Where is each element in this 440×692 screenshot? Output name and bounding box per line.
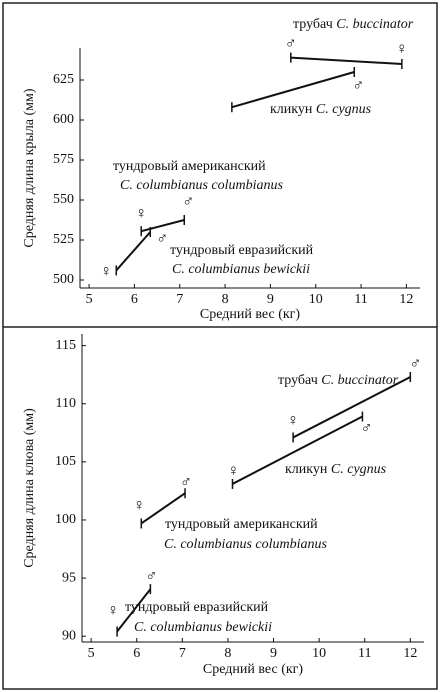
y-tick-label: 95	[62, 570, 76, 585]
sex-symbol: ♀	[107, 602, 119, 619]
y-axis-label: Средняя длина крыла (мм)	[22, 88, 37, 247]
y-tick-label: 550	[53, 192, 74, 207]
series-line	[140, 219, 185, 233]
y-tick-label: 525	[53, 232, 74, 247]
series-line	[115, 231, 152, 272]
series-latin-name: C. columbianus columbianus	[120, 178, 283, 193]
sex-symbol: ♂	[285, 35, 297, 52]
x-axis-label: Средний вес (кг)	[200, 307, 300, 322]
y-tick-label: 600	[53, 112, 74, 127]
sex-symbol: ♀	[135, 205, 147, 222]
series-line	[116, 588, 152, 633]
x-tick-label: 10	[312, 646, 326, 661]
sex-symbol: ♀	[287, 412, 299, 429]
series-latin-name: C. columbianus columbianus	[164, 537, 327, 552]
sex-symbol: ♀	[133, 497, 145, 514]
series-name: кликун	[270, 102, 313, 117]
series-line	[140, 492, 186, 525]
sex-symbol: ♀	[227, 463, 239, 480]
y-tick-label: 575	[53, 152, 74, 167]
sex-symbol: ♂	[180, 474, 192, 491]
sex-symbol: ♂	[156, 231, 168, 248]
sex-symbol: ♀	[396, 41, 408, 58]
series-name: кликун	[285, 462, 328, 477]
x-tick-label: 9	[270, 646, 277, 661]
y-tick-label: 625	[53, 72, 74, 87]
x-tick-label: 5	[86, 292, 93, 307]
y-axis-label: Средняя длина клюва (мм)	[22, 408, 37, 568]
series-latin-name: C. buccinator	[321, 373, 399, 388]
series-name: трубач	[278, 373, 318, 388]
x-tick-label: 6	[131, 292, 138, 307]
x-tick-label: 9	[267, 292, 274, 307]
y-tick-label: 90	[62, 628, 76, 643]
x-tick-label: 5	[88, 646, 95, 661]
series-name: трубач	[293, 17, 333, 32]
y-tick-label: 100	[55, 512, 76, 527]
x-axis-label: Средний вес (кг)	[203, 662, 303, 677]
x-tick-label: 8	[222, 292, 229, 307]
y-tick-label: 115	[56, 338, 76, 353]
series-name: тундровый евразийский	[125, 600, 269, 615]
sex-symbol: ♂	[352, 78, 364, 95]
x-tick-label: 10	[309, 292, 323, 307]
y-tick-label: 500	[53, 272, 74, 287]
x-tick-label: 7	[176, 292, 183, 307]
series-latin-name: C. columbianus bewickii	[134, 620, 272, 635]
x-tick-label: 6	[133, 646, 140, 661]
y-tick-label: 110	[56, 396, 76, 411]
series-latin-name: C. cygnus	[316, 102, 372, 117]
sex-symbol: ♂	[360, 420, 372, 437]
series-name: тундровый американский	[165, 517, 318, 532]
series-latin-name: C. cygnus	[331, 462, 387, 477]
series-name: тундровый американский	[113, 159, 266, 174]
sex-symbol: ♂	[182, 194, 194, 211]
series-latin-name: C. columbianus bewickii	[172, 262, 310, 277]
x-tick-label: 11	[358, 646, 371, 661]
x-tick-label: 12	[403, 646, 417, 661]
series-latin-name: C. buccinator	[336, 17, 414, 32]
sex-symbol: ♀	[100, 263, 112, 280]
sex-symbol: ♂	[145, 568, 157, 585]
sex-symbol: ♂	[409, 356, 421, 373]
series-label: трубач C. buccinator	[293, 17, 414, 32]
series-line	[231, 71, 355, 109]
series-line	[292, 376, 411, 439]
series-label: кликун C. cygnus	[270, 102, 372, 117]
series-name: тундровый евразийский	[170, 243, 314, 258]
x-tick-label: 12	[399, 292, 413, 307]
series-line	[290, 56, 402, 65]
series-line	[232, 415, 363, 485]
series-label: кликун C. cygnus	[285, 462, 387, 477]
y-tick-label: 105	[55, 454, 76, 469]
x-tick-label: 8	[224, 646, 231, 661]
series-label: трубач C. buccinator	[278, 373, 399, 388]
x-tick-label: 11	[354, 292, 367, 307]
x-tick-label: 7	[179, 646, 186, 661]
